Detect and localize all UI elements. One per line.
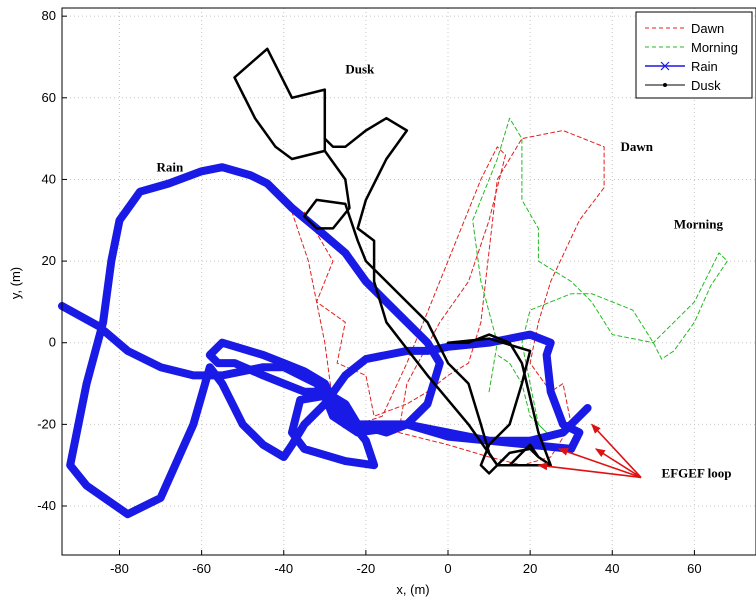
legend-box <box>635 11 753 99</box>
series-line-morning <box>472 117 728 433</box>
x-axis-label: x, (m) <box>396 582 429 597</box>
plot-frame <box>61 7 756 556</box>
legend-marker-x <box>660 61 670 71</box>
annotation-arrow <box>537 462 642 479</box>
x-tick-label: 20 <box>523 561 537 576</box>
annotation-morning: Morning <box>674 216 724 231</box>
series-layer <box>58 47 728 519</box>
y-axis-label: y, (m) <box>8 267 23 299</box>
y-tick-label: -20 <box>37 416 56 431</box>
x-tick-label: -20 <box>356 561 375 576</box>
series-line-rain <box>58 163 592 519</box>
arrows <box>537 423 642 479</box>
annotation-dawn: Dawn <box>620 139 653 154</box>
legend-label-rain: Rain <box>691 59 718 74</box>
x-tick-label: -60 <box>192 561 211 576</box>
legend: Dawn Morning Rain Dusk <box>635 11 753 99</box>
x-tick-label: -40 <box>274 561 293 576</box>
annotations: Dusk Dawn Morning Rain EFGEF loop <box>156 61 731 480</box>
legend-label-dawn: Dawn <box>691 21 724 36</box>
annotation-dusk: Dusk <box>345 61 375 76</box>
series-line-dawn <box>291 130 605 466</box>
annotation-rain: Rain <box>156 159 184 174</box>
annotation-arrow <box>591 423 642 478</box>
x-tick-label: 40 <box>605 561 619 576</box>
y-tick-label: 60 <box>42 90 56 105</box>
legend-label-dusk: Dusk <box>691 78 721 93</box>
legend-label-morning: Morning <box>691 40 738 55</box>
x-tick-label: 0 <box>444 561 451 576</box>
y-tick-label: -40 <box>37 498 56 513</box>
legend-marker-dot <box>663 83 667 87</box>
x-tick-label: 60 <box>687 561 701 576</box>
ticks: -80 -60 -40 -20 0 20 40 60 -40 -20 0 20 40 60 80 <box>37 8 701 576</box>
y-tick-label: 40 <box>42 171 56 186</box>
series-line-dusk <box>233 47 552 475</box>
x-tick-label: -80 <box>110 561 129 576</box>
annotation-efgef-loop: EFGEF loop <box>662 465 732 480</box>
annotation-arrow <box>595 448 642 479</box>
y-tick-label: 0 <box>49 335 56 350</box>
y-tick-label: 20 <box>42 253 56 268</box>
annotation-arrow <box>557 448 642 479</box>
y-tick-label: 80 <box>42 8 56 23</box>
